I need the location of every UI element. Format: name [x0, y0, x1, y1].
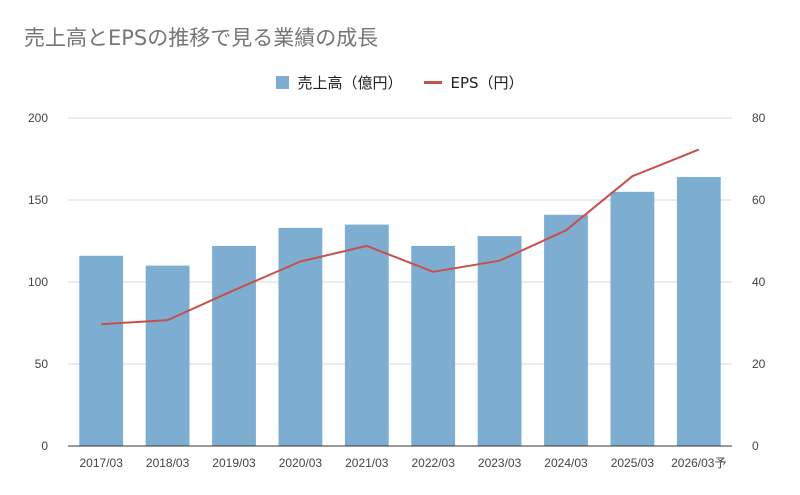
x-tick-label: 2021/03: [345, 456, 389, 470]
bar: [344, 224, 389, 446]
legend-label-eps: EPS（円）: [450, 74, 524, 92]
y-right-tick-label: 0: [752, 439, 759, 453]
legend-label-sales: 売上高（億円）: [297, 74, 403, 92]
bar: [411, 245, 456, 446]
x-tick-label: 2023/03: [478, 456, 522, 470]
x-tick-label: 2019/03: [212, 456, 256, 470]
bar: [145, 265, 190, 446]
legend-item-eps: EPS（円）: [424, 72, 524, 93]
legend-swatch-eps: [424, 81, 443, 84]
chart-legend: 売上高（億円） EPS（円）: [0, 72, 800, 93]
x-tick-label: 2017/03: [80, 456, 124, 470]
x-tick-label: 2026/03予: [671, 456, 726, 470]
bar: [477, 236, 522, 446]
y-left-tick-label: 150: [28, 193, 48, 207]
y-right-tick-label: 60: [752, 193, 766, 207]
x-tick-label: 2024/03: [544, 456, 588, 470]
bar: [212, 245, 256, 446]
y-left-tick-label: 200: [28, 111, 48, 125]
y-left-tick-label: 50: [35, 357, 49, 371]
bar: [676, 177, 721, 447]
chart-title: 売上高とEPSの推移で見る業績の成長: [24, 26, 379, 50]
bar: [278, 227, 323, 446]
legend-swatch-sales: [276, 76, 290, 89]
x-tick-label: 2022/03: [412, 456, 456, 470]
y-left-tick-label: 100: [28, 275, 48, 289]
x-tick-label: 2018/03: [146, 456, 190, 470]
x-tick-label: 2020/03: [279, 456, 323, 470]
bar: [544, 214, 588, 446]
bar: [610, 191, 655, 446]
eps-line: [101, 148, 700, 326]
y-left-tick-label: 0: [41, 439, 48, 453]
bar: [79, 255, 124, 446]
y-right-tick-label: 40: [752, 275, 766, 289]
legend-item-sales: 売上高（億円）: [276, 72, 402, 93]
x-tick-label: 2025/03: [611, 456, 655, 470]
y-right-tick-label: 20: [752, 357, 766, 371]
y-right-tick-label: 80: [752, 111, 766, 125]
